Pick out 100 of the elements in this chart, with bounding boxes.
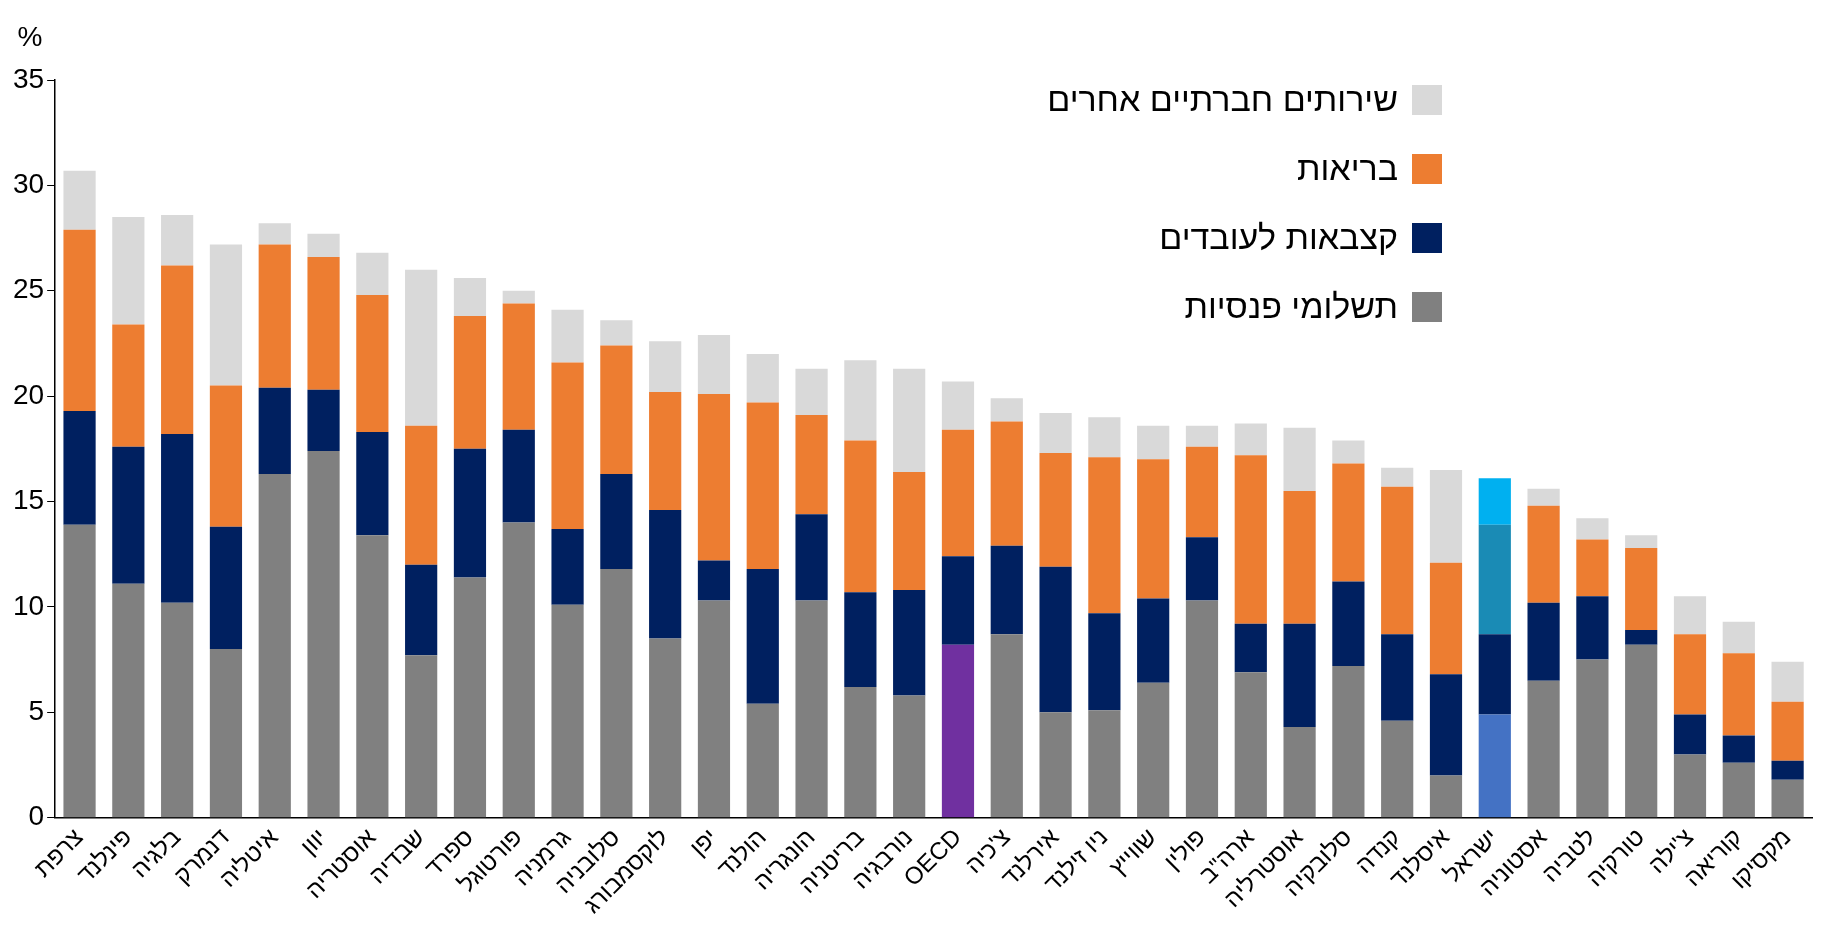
bar: [844, 592, 877, 687]
bar: [795, 368, 828, 416]
bar: [161, 214, 194, 266]
bar: [1283, 490, 1316, 624]
bar: [1625, 547, 1658, 631]
legend-label: קצבאות לעובדים: [1159, 218, 1398, 257]
bar: [405, 425, 438, 565]
bar: [1478, 478, 1511, 525]
bar: [551, 528, 584, 605]
bar: [258, 387, 291, 475]
bar: [1137, 425, 1170, 460]
bar: [551, 604, 584, 818]
bar: [1722, 762, 1755, 818]
bar: [941, 381, 975, 430]
bar: [1576, 539, 1609, 597]
bar: [1185, 600, 1219, 818]
legend-label: שירותים חברתיים אחרים: [1047, 80, 1398, 119]
bar: [1332, 581, 1365, 666]
bar: [1381, 486, 1414, 635]
bar: [1527, 505, 1560, 603]
bar: [1478, 634, 1511, 715]
bar: [600, 320, 633, 346]
bar: [1429, 469, 1463, 563]
bar: [1625, 630, 1658, 645]
bar: [502, 429, 535, 523]
y-tick-label: 5: [28, 694, 45, 726]
bar: [112, 583, 145, 818]
y-tick-label: 30: [12, 168, 45, 200]
bar: [1771, 779, 1804, 818]
y-tick-label: 15: [12, 484, 45, 516]
bar: [990, 634, 1023, 818]
bar: [356, 535, 389, 818]
bar: [1771, 760, 1804, 780]
bar: [1332, 665, 1365, 818]
bar: [1234, 623, 1267, 673]
bar: [1527, 488, 1560, 506]
bar: [844, 360, 877, 441]
bar: [502, 522, 535, 818]
bar: [600, 345, 633, 475]
bar: [941, 644, 975, 818]
bar: [1185, 537, 1219, 601]
bar: [405, 564, 438, 656]
bar: [893, 695, 926, 818]
bar: [209, 526, 243, 650]
bar: [1332, 463, 1365, 582]
bar: [1039, 712, 1072, 818]
bar: [63, 410, 96, 525]
bar: [258, 474, 291, 818]
bar: [258, 223, 291, 245]
bar: [161, 265, 194, 435]
bar: [746, 568, 779, 704]
bar: [1137, 682, 1170, 818]
bar: [697, 560, 731, 601]
bar: [1283, 623, 1316, 728]
bar: [1185, 446, 1219, 538]
bar: [1478, 714, 1511, 818]
bar: [1234, 423, 1267, 456]
bar: [1576, 659, 1609, 818]
bar: [453, 448, 487, 578]
bar: [1576, 518, 1609, 540]
bar: [1722, 735, 1755, 763]
bar: [63, 229, 96, 411]
bar: [990, 545, 1023, 635]
bar: [1088, 613, 1121, 711]
bar: [307, 257, 340, 390]
bar: [893, 368, 926, 473]
bar: [63, 170, 96, 230]
bar: [1673, 754, 1707, 818]
bar: [1527, 602, 1560, 681]
bar: [649, 509, 682, 639]
legend-label: בריאות: [1296, 149, 1398, 188]
bar: [649, 341, 682, 392]
bar: [1673, 714, 1707, 755]
bar: [1332, 440, 1365, 464]
bar: [795, 415, 828, 515]
bar: [1381, 720, 1414, 818]
bar: [1185, 425, 1219, 447]
bar: [795, 514, 828, 601]
bar: [356, 252, 389, 295]
bar: [600, 474, 633, 569]
bar: [697, 394, 731, 561]
bar: [844, 440, 877, 593]
bar: [1088, 710, 1121, 818]
bar: [161, 602, 194, 818]
bar: [941, 429, 975, 557]
bar: [1039, 453, 1072, 567]
bar: [990, 398, 1023, 422]
bar: [112, 324, 145, 447]
bar: [746, 703, 779, 818]
bar: [307, 450, 340, 818]
bar: [1625, 644, 1658, 818]
bar: [697, 600, 731, 818]
y-tick-label: 10: [12, 589, 45, 621]
bar: [893, 590, 926, 696]
bar: [1088, 417, 1121, 458]
bar: [307, 233, 340, 258]
bar: [209, 649, 243, 818]
bar: [1722, 653, 1755, 736]
bar: [1429, 775, 1463, 818]
bar: [356, 294, 389, 432]
